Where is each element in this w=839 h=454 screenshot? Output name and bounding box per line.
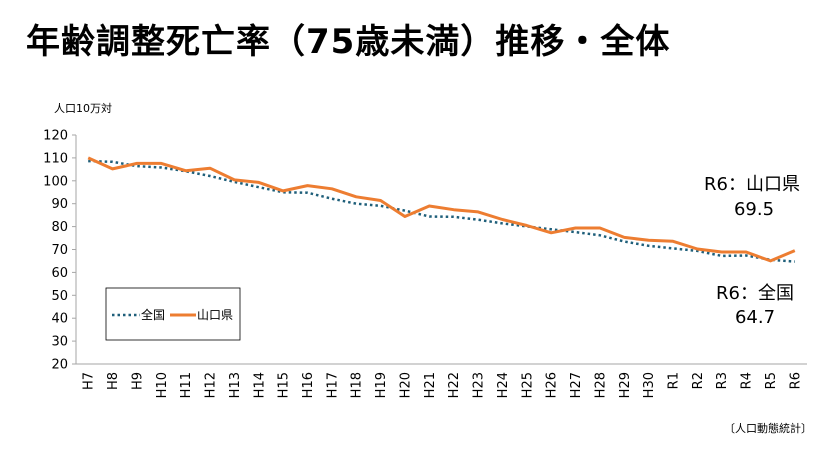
x-tick-label: H19 [374, 372, 389, 398]
y-tick-label: 110 [43, 151, 68, 166]
y-tick-label: 40 [51, 312, 68, 327]
series-line-national [88, 159, 795, 263]
x-tick-label: H8 [106, 372, 121, 390]
annotation-national-label: R6：全国 [716, 283, 794, 304]
annotation-yamaguchi-label: R6：山口県 [704, 174, 800, 195]
y-tick-label: 50 [51, 289, 68, 304]
x-tick-label: R6 [788, 372, 803, 389]
x-tick-label: H18 [350, 372, 365, 398]
annotation-national-value: 64.7 [735, 307, 775, 328]
legend: 全国 山口県 [105, 287, 241, 341]
legend-label-national: 全国 [141, 307, 165, 322]
x-tick-label: R3 [715, 372, 730, 389]
x-tick-label: H25 [520, 372, 535, 398]
x-tick-label: R1 [666, 372, 681, 389]
x-tick-label: H26 [545, 372, 560, 398]
annotation-yamaguchi: R6：山口県 69.5 [704, 174, 800, 220]
x-tick-label: H9 [130, 372, 145, 390]
x-tick-label: R4 [740, 372, 755, 389]
y-axis-ticks: 20 30 40 50 60 70 80 90 100 110 120 [43, 129, 76, 373]
legend-label-yamaguchi: 山口県 [197, 308, 233, 322]
x-tick-label: H15 [277, 372, 292, 398]
x-tick-label: H21 [423, 372, 438, 398]
x-tick-label: H24 [496, 372, 511, 398]
chart-title: 年齢調整死亡率（75歳未満）推移・全体 [26, 22, 671, 62]
x-axis-ticks: H7 H8 H9 H10 H11 H12 H13 H14 H15 H16 H17 H18 H19 H20 H… [82, 372, 804, 398]
y-tick-label: 90 [51, 197, 68, 212]
series-line-yamaguchi [87, 156, 796, 263]
x-tick-label: H20 [398, 372, 413, 398]
x-tick-label: H16 [301, 372, 316, 398]
x-tick-label: R2 [691, 372, 706, 389]
x-tick-label: H7 [82, 372, 97, 390]
x-tick-label: H13 [228, 372, 243, 398]
annotation-yamaguchi-value: 69.5 [734, 199, 774, 220]
x-tick-label: H10 [155, 372, 170, 398]
x-tick-label: H23 [472, 372, 487, 398]
x-tick-label: R5 [764, 372, 779, 389]
x-tick-label: H28 [593, 372, 608, 398]
annotation-national: R6：全国 64.7 [716, 283, 794, 328]
y-axis-unit-label: 人口10万対 [54, 101, 112, 115]
y-tick-label: 100 [43, 174, 68, 189]
x-tick-label: H29 [618, 372, 633, 398]
x-tick-label: H22 [447, 372, 462, 398]
source-note: 〔人口動態統計〕 [724, 421, 812, 435]
y-tick-label: 70 [51, 243, 68, 258]
series-lines [87, 156, 796, 263]
x-tick-label: H17 [325, 372, 340, 398]
y-tick-label: 20 [51, 358, 68, 373]
y-tick-label: 30 [51, 335, 68, 350]
x-tick-label: H11 [179, 372, 194, 398]
x-tick-label: H30 [642, 372, 657, 398]
y-tick-label: 120 [43, 129, 68, 144]
x-tick-label: H27 [569, 372, 584, 398]
y-tick-label: 60 [51, 266, 68, 281]
y-tick-label: 80 [51, 220, 68, 235]
x-tick-label: H12 [204, 372, 219, 398]
x-tick-label: H14 [252, 372, 267, 398]
